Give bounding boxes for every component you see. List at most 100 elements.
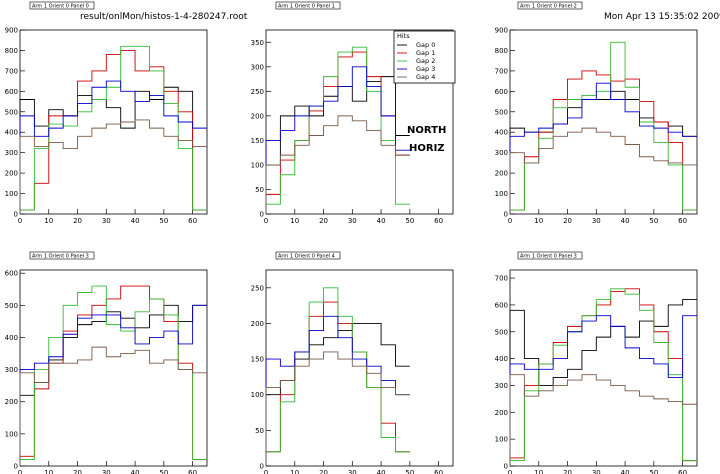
- y-tick-label: 100: [5, 430, 18, 438]
- x-tick-label: 10: [534, 469, 543, 474]
- x-tick-label: 30: [592, 469, 601, 474]
- x-tick-label: 40: [131, 217, 140, 225]
- histogram-panel-4: Arm 1 Orient 0 Panel 4 0 50 100 150 200 250 0 10…: [251, 251, 454, 474]
- y-tick-label: 800: [495, 47, 508, 55]
- series-gap-3-line: [509, 315, 697, 466]
- x-tick-label: 10: [534, 217, 543, 225]
- x-tick-label: 0: [508, 469, 512, 474]
- histogram-panel-5: Arm 1 Orient 0 Panel 3010020030040050060…: [495, 251, 698, 474]
- x-tick-label: 10: [44, 217, 53, 225]
- legend: Hits Gap 0 Gap 1 Gap 2 Gap 3 Gap 4: [393, 30, 456, 84]
- y-tick-label: 150: [251, 356, 264, 364]
- y-tick-label: 100: [251, 161, 264, 169]
- panel-title-box: Arm 1 Orient 0 Panel 3: [29, 251, 95, 260]
- histogram-panel-2: Arm 1 Orient 0 Panel 2010020030040050060…: [495, 1, 698, 225]
- y-tick-label: 0: [14, 463, 18, 471]
- datetime-label: Mon Apr 13 15:35:02 2009: [604, 12, 720, 22]
- x-tick-label: 40: [377, 217, 386, 225]
- panel-title-box: Arm 1 Orient 0 Panel 1: [275, 1, 341, 10]
- x-tick-label: 0: [264, 469, 268, 474]
- series-gap-1-line: [19, 49, 207, 214]
- file-path-label: result/onlMon/histos-1-4-280247.root: [80, 12, 248, 22]
- x-tick-label: 0: [18, 469, 22, 474]
- histogram-panel-3: Arm 1 Orient 0 Panel 3010020030040050060…: [5, 251, 208, 474]
- series-gap-2-line: [265, 46, 410, 214]
- y-tick-label: 900: [5, 27, 18, 35]
- plot-frame: [265, 269, 454, 467]
- annotation-north: NORTH: [407, 125, 446, 136]
- y-tick-label: 700: [495, 67, 508, 75]
- y-tick-label: 400: [495, 129, 508, 137]
- y-tick-label: 0: [260, 463, 264, 471]
- x-tick-label: 20: [563, 217, 572, 225]
- y-tick-label: 200: [5, 398, 18, 406]
- x-tick-label: 20: [563, 469, 572, 474]
- x-tick-label: 60: [678, 469, 687, 474]
- y-tick-label: 200: [5, 170, 18, 178]
- y-tick-label: 300: [251, 63, 264, 71]
- annotation-horiz: HORIZ: [409, 143, 445, 154]
- y-tick-label: 150: [251, 137, 264, 145]
- x-tick-label: 50: [159, 469, 168, 474]
- x-tick-label: 50: [649, 469, 658, 474]
- x-tick-label: 10: [290, 469, 299, 474]
- x-tick-label: 30: [102, 217, 111, 225]
- y-tick-label: 0: [504, 463, 508, 471]
- y-tick-label: 250: [251, 284, 264, 292]
- series-gap-3-line: [19, 304, 207, 466]
- x-tick-label: 60: [188, 217, 197, 225]
- legend-entry: Gap 2: [397, 57, 435, 65]
- x-tick-label: 30: [592, 217, 601, 225]
- panel-title-box: Arm 1 Orient 0 Panel 3: [517, 251, 583, 260]
- y-tick-label: 600: [5, 88, 18, 96]
- series-gap-2-line: [509, 288, 697, 466]
- panel-title: Arm 1 Orient 0 Panel 1: [278, 4, 335, 10]
- x-tick-label: 50: [405, 469, 414, 474]
- y-tick-label: 300: [5, 366, 18, 374]
- panel-title-box: Arm 1 Orient 0 Panel 4: [275, 251, 341, 260]
- plot-frame: [19, 29, 208, 215]
- legend-label-gap3: Gap 3: [416, 65, 435, 73]
- y-tick-label: 500: [5, 108, 18, 116]
- legend-label-gap2: Gap 2: [416, 57, 435, 65]
- y-tick-label: 600: [495, 88, 508, 96]
- panel-title: Arm 1 Orient 0 Panel 3: [520, 254, 577, 260]
- series-gap-4-line: [19, 346, 207, 466]
- y-tick-label: 300: [5, 149, 18, 157]
- y-tick-label: 250: [251, 88, 264, 96]
- legend-entry: Gap 1: [397, 49, 435, 57]
- y-tick-label: 50: [255, 186, 264, 194]
- y-tick-label: 900: [495, 27, 508, 35]
- y-tick-label: 100: [5, 190, 18, 198]
- y-tick-label: 200: [251, 112, 264, 120]
- y-tick-label: 600: [495, 301, 508, 309]
- legend-label-gap1: Gap 1: [416, 49, 435, 57]
- legend-entry: Gap 0: [397, 41, 435, 49]
- y-tick-label: 400: [5, 334, 18, 342]
- plot-frame: [509, 29, 698, 215]
- series-gap-2-line: [265, 287, 410, 466]
- x-tick-label: 0: [264, 217, 268, 225]
- legend-label-gap4: Gap 4: [416, 73, 435, 81]
- x-tick-label: 50: [405, 217, 414, 225]
- x-tick-label: 40: [377, 469, 386, 474]
- x-tick-label: 20: [319, 469, 328, 474]
- x-tick-label: 30: [348, 217, 357, 225]
- plot-frame: [19, 269, 208, 467]
- legend-title: Hits: [397, 32, 410, 40]
- series-gap-3-line: [19, 80, 207, 214]
- y-tick-label: 350: [251, 39, 264, 47]
- x-tick-label: 40: [621, 217, 630, 225]
- x-tick-label: 10: [44, 469, 53, 474]
- x-tick-label: 30: [102, 469, 111, 474]
- x-tick-label: 20: [73, 217, 82, 225]
- x-tick-label: 60: [434, 469, 443, 474]
- series-gap-4-line: [509, 374, 697, 466]
- y-tick-label: 200: [251, 320, 264, 328]
- y-tick-label: 100: [251, 391, 264, 399]
- y-tick-label: 0: [14, 211, 18, 219]
- series-gap-4-line: [265, 115, 410, 214]
- y-tick-label: 200: [495, 170, 508, 178]
- x-tick-label: 60: [678, 217, 687, 225]
- x-tick-label: 30: [348, 469, 357, 474]
